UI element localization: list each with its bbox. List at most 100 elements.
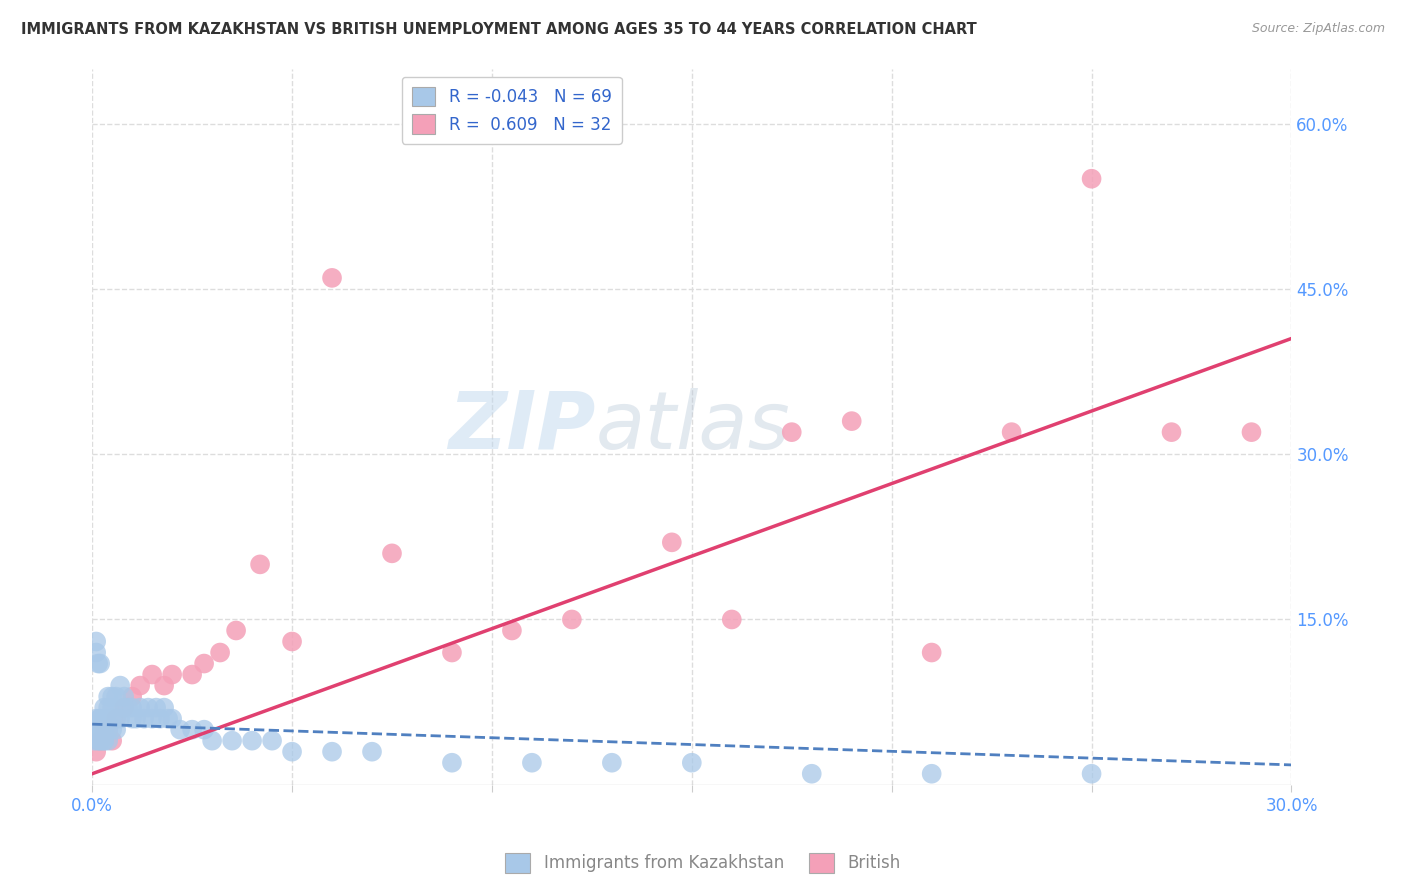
Point bbox=[160, 667, 183, 681]
Point bbox=[93, 733, 115, 747]
Point bbox=[84, 712, 107, 726]
Point bbox=[1240, 425, 1263, 439]
Point bbox=[89, 733, 111, 747]
Point bbox=[93, 723, 115, 737]
Point bbox=[841, 414, 863, 428]
Point bbox=[160, 712, 183, 726]
Point bbox=[262, 733, 284, 747]
Point bbox=[129, 679, 152, 693]
Point bbox=[600, 756, 623, 770]
Point bbox=[157, 712, 180, 726]
Point bbox=[780, 425, 803, 439]
Point bbox=[83, 733, 105, 747]
Point bbox=[381, 546, 404, 560]
Point bbox=[501, 624, 523, 638]
Point bbox=[201, 733, 224, 747]
Point bbox=[121, 700, 143, 714]
Point bbox=[1080, 171, 1102, 186]
Point bbox=[93, 700, 115, 714]
Point bbox=[84, 646, 107, 660]
Point bbox=[93, 712, 115, 726]
Point bbox=[193, 657, 215, 671]
Point bbox=[1001, 425, 1024, 439]
Point bbox=[89, 712, 111, 726]
Point bbox=[561, 612, 583, 626]
Point bbox=[105, 690, 128, 704]
Point bbox=[136, 700, 159, 714]
Point bbox=[145, 700, 167, 714]
Point bbox=[105, 712, 128, 726]
Point bbox=[440, 756, 463, 770]
Point bbox=[1160, 425, 1182, 439]
Point bbox=[153, 679, 176, 693]
Point bbox=[141, 667, 163, 681]
Point bbox=[101, 733, 124, 747]
Point bbox=[225, 624, 247, 638]
Point bbox=[153, 700, 176, 714]
Point bbox=[661, 535, 683, 549]
Point bbox=[84, 634, 107, 648]
Point bbox=[112, 690, 135, 704]
Legend: R = -0.043   N = 69, R =  0.609   N = 32: R = -0.043 N = 69, R = 0.609 N = 32 bbox=[402, 77, 621, 144]
Point bbox=[193, 723, 215, 737]
Point bbox=[921, 646, 943, 660]
Text: ZIP: ZIP bbox=[449, 388, 596, 466]
Point bbox=[86, 723, 108, 737]
Point bbox=[105, 723, 128, 737]
Point bbox=[89, 733, 111, 747]
Point bbox=[93, 733, 115, 747]
Point bbox=[121, 690, 143, 704]
Point bbox=[361, 745, 384, 759]
Point bbox=[97, 690, 120, 704]
Point bbox=[89, 733, 111, 747]
Point bbox=[89, 723, 111, 737]
Point bbox=[101, 723, 124, 737]
Point bbox=[101, 690, 124, 704]
Text: IMMIGRANTS FROM KAZAKHSTAN VS BRITISH UNEMPLOYMENT AMONG AGES 35 TO 44 YEARS COR: IMMIGRANTS FROM KAZAKHSTAN VS BRITISH UN… bbox=[21, 22, 977, 37]
Point bbox=[96, 712, 118, 726]
Point bbox=[97, 723, 120, 737]
Point bbox=[134, 712, 156, 726]
Text: atlas: atlas bbox=[596, 388, 790, 466]
Point bbox=[84, 723, 107, 737]
Point bbox=[249, 558, 271, 572]
Point bbox=[89, 723, 111, 737]
Point bbox=[91, 723, 114, 737]
Point bbox=[125, 712, 148, 726]
Point bbox=[105, 712, 128, 726]
Point bbox=[108, 712, 131, 726]
Point bbox=[108, 679, 131, 693]
Point bbox=[800, 766, 823, 780]
Point bbox=[181, 723, 204, 737]
Point bbox=[520, 756, 543, 770]
Point bbox=[101, 700, 124, 714]
Point bbox=[321, 271, 343, 285]
Point bbox=[89, 657, 111, 671]
Point bbox=[209, 646, 232, 660]
Point bbox=[240, 733, 263, 747]
Point bbox=[181, 667, 204, 681]
Point bbox=[84, 745, 107, 759]
Point bbox=[89, 712, 111, 726]
Point bbox=[97, 700, 120, 714]
Point bbox=[141, 712, 163, 726]
Point bbox=[93, 723, 115, 737]
Point bbox=[720, 612, 742, 626]
Point bbox=[169, 723, 191, 737]
Point bbox=[97, 723, 120, 737]
Text: Source: ZipAtlas.com: Source: ZipAtlas.com bbox=[1251, 22, 1385, 36]
Point bbox=[1080, 766, 1102, 780]
Point bbox=[129, 700, 152, 714]
Point bbox=[87, 723, 110, 737]
Point bbox=[90, 723, 112, 737]
Point bbox=[921, 766, 943, 780]
Legend: Immigrants from Kazakhstan, British: Immigrants from Kazakhstan, British bbox=[499, 847, 907, 880]
Point bbox=[681, 756, 703, 770]
Point bbox=[281, 745, 304, 759]
Point bbox=[112, 700, 135, 714]
Point bbox=[87, 657, 110, 671]
Point bbox=[440, 646, 463, 660]
Point bbox=[101, 712, 124, 726]
Point bbox=[112, 700, 135, 714]
Point bbox=[281, 634, 304, 648]
